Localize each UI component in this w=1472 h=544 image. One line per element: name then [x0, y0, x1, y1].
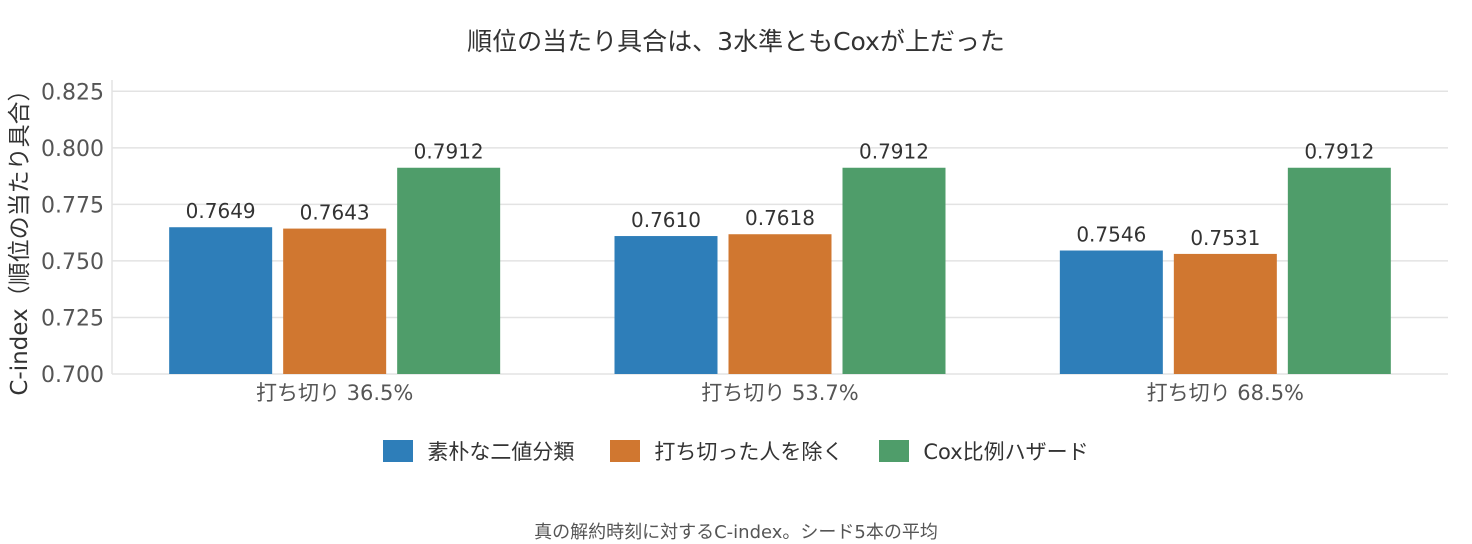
x-tick-label: 打ち切り 53.7%	[701, 381, 858, 405]
x-tick-label: 打ち切り 36.5%	[256, 381, 413, 405]
bar	[614, 236, 718, 374]
bar-value-label: 0.7618	[745, 206, 815, 230]
legend-swatch-cox	[879, 440, 910, 462]
bar	[283, 228, 387, 374]
bar	[1287, 167, 1391, 374]
y-tick-label: 0.725	[41, 306, 104, 331]
bar	[842, 167, 946, 374]
y-tick-label: 0.825	[41, 80, 104, 105]
bar-value-label: 0.7643	[300, 201, 370, 225]
bar	[169, 227, 273, 374]
legend-item-exclude: 打ち切った人を除く	[610, 436, 843, 466]
bar	[1059, 250, 1163, 374]
bar-value-label: 0.7912	[859, 140, 929, 164]
legend-label-exclude: 打ち切った人を除く	[654, 440, 844, 464]
y-axis-label: C-index（順位の当たり具合）	[7, 78, 33, 395]
legend-swatch-naive	[383, 440, 414, 462]
bar-value-label: 0.7912	[414, 140, 484, 164]
y-tick-label: 0.775	[41, 193, 104, 218]
legend-label-naive: 素朴な二値分類	[427, 440, 575, 464]
legend-item-naive: 素朴な二値分類	[383, 436, 574, 466]
legend-item-cox: Cox比例ハザード	[879, 436, 1089, 466]
bar	[397, 167, 501, 374]
legend-label-cox: Cox比例ハザード	[923, 440, 1089, 464]
bar-value-label: 0.7610	[631, 208, 701, 232]
bar-value-label: 0.7649	[186, 199, 256, 223]
chart-title: 順位の当たり具合は、3水準ともCoxが上だった	[467, 27, 1005, 56]
bar	[1173, 253, 1277, 374]
bar	[728, 234, 832, 374]
chart-caption: 真の解約時刻に対するC-index。シード5本の平均	[534, 522, 938, 543]
x-tick-label: 打ち切り 68.5%	[1147, 381, 1304, 405]
y-tick-label: 0.700	[41, 363, 104, 388]
chart-legend: 素朴な二値分類 打ち切った人を除く Cox比例ハザード	[0, 436, 1472, 466]
legend-swatch-exclude	[610, 440, 641, 462]
bar-value-label: 0.7912	[1304, 140, 1374, 164]
y-tick-label: 0.750	[41, 250, 104, 275]
y-tick-label: 0.800	[41, 137, 104, 162]
bar-value-label: 0.7531	[1190, 226, 1260, 250]
bar-value-label: 0.7546	[1076, 223, 1146, 247]
